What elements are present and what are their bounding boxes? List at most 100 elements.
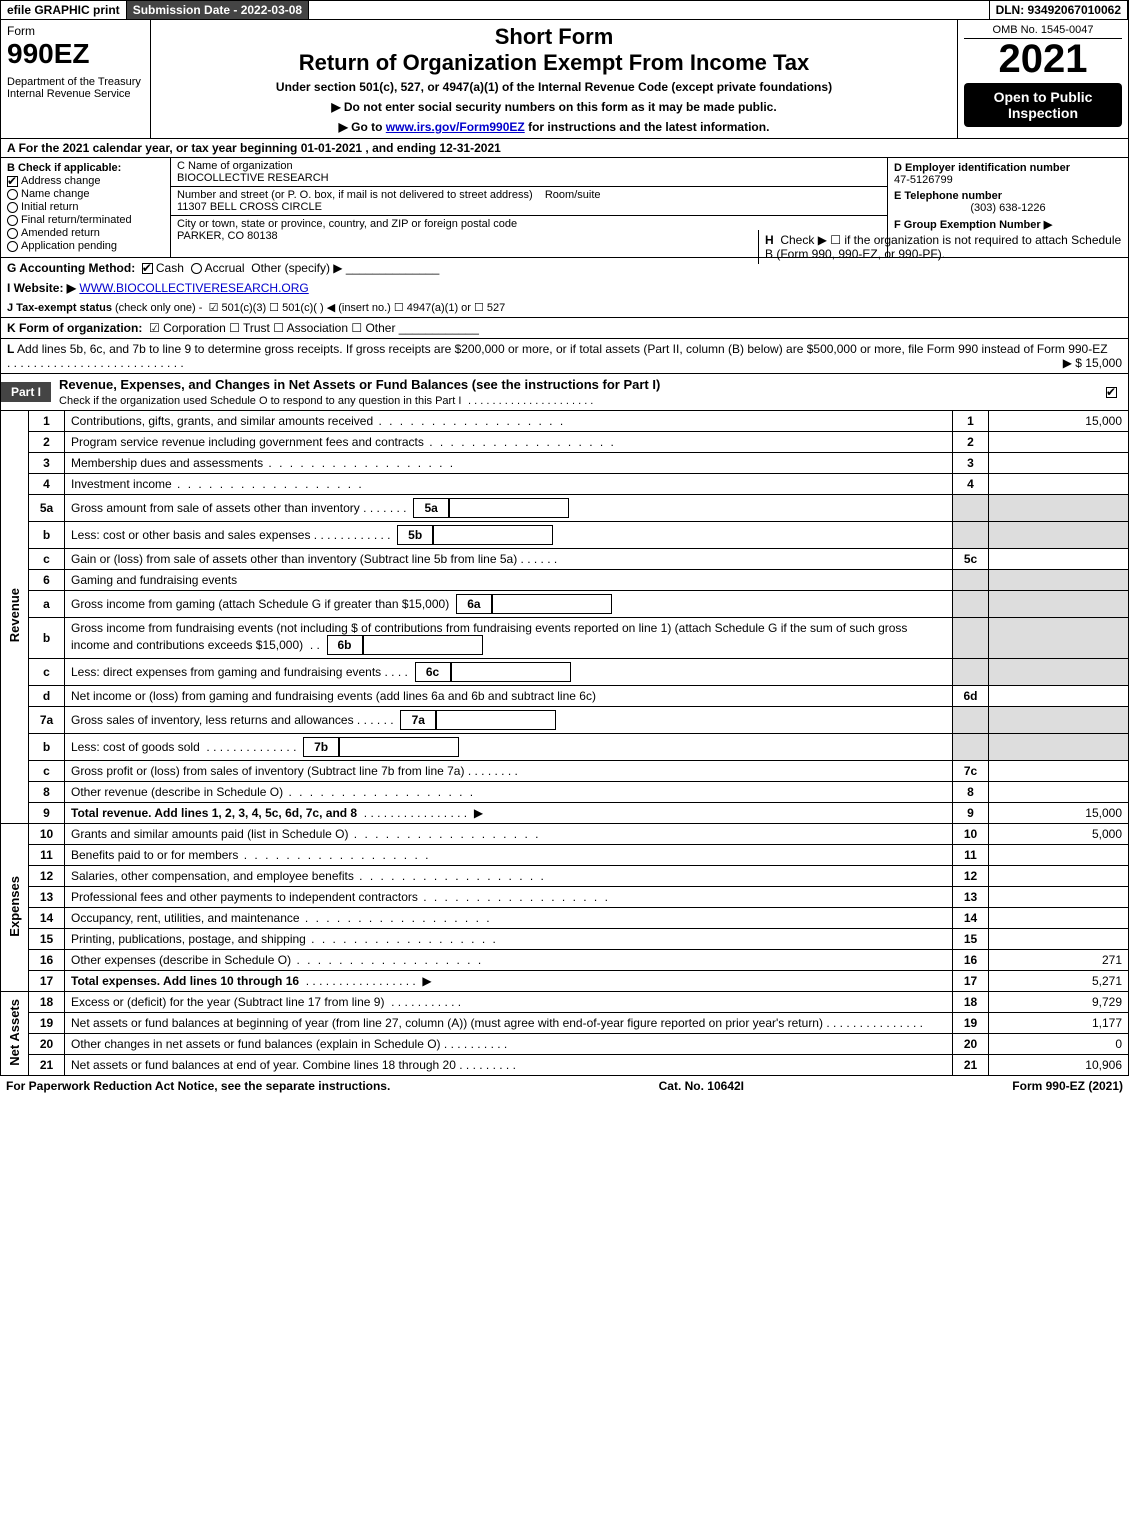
radio-icon bbox=[7, 228, 18, 239]
j-options: ☑ 501(c)(3) ☐ 501(c)( ) ◀ (insert no.) ☐… bbox=[209, 302, 506, 314]
arrow-icon: ▶ bbox=[422, 974, 431, 988]
org-name: BIOCOLLECTIVE RESEARCH bbox=[177, 172, 329, 184]
row-k: K Form of organization: ☑ Corporation ☐ … bbox=[0, 318, 1129, 339]
line-19: 19Net assets or fund balances at beginni… bbox=[1, 1013, 1129, 1034]
line-3: 3Membership dues and assessments3 bbox=[1, 453, 1129, 474]
line-6b: bGross income from fundraising events (n… bbox=[1, 618, 1129, 659]
header-left: Form 990EZ Department of the Treasury In… bbox=[1, 20, 151, 138]
org-street: 11307 BELL CROSS CIRCLE bbox=[177, 201, 322, 213]
line-18: Net Assets 18Excess or (deficit) for the… bbox=[1, 992, 1129, 1013]
radio-icon bbox=[7, 202, 18, 213]
footer-left: For Paperwork Reduction Act Notice, see … bbox=[6, 1079, 390, 1093]
part1-grid: Revenue 1 Contributions, gifts, grants, … bbox=[0, 411, 1129, 1076]
goto-post: for instructions and the latest informat… bbox=[525, 120, 770, 134]
arrow-icon: ▶ bbox=[474, 806, 483, 820]
form-header: Form 990EZ Department of the Treasury In… bbox=[0, 20, 1129, 139]
line-6: 6Gaming and fundraising events bbox=[1, 570, 1129, 591]
section-ghij: G Accounting Method: Cash Accrual Other … bbox=[0, 258, 1129, 318]
c-street-block: Number and street (or P. O. box, if mail… bbox=[171, 187, 887, 216]
line-4: 4Investment income4 bbox=[1, 474, 1129, 495]
dln: DLN: 93492067010062 bbox=[990, 1, 1128, 19]
k-options: ☑ Corporation ☐ Trust ☐ Association ☐ Ot… bbox=[149, 321, 395, 335]
short-form-title: Short Form bbox=[157, 24, 951, 50]
efile-label[interactable]: efile GRAPHIC print bbox=[1, 1, 127, 19]
radio-icon bbox=[7, 215, 18, 226]
header-right: OMB No. 1545-0047 2021 Open to Public In… bbox=[958, 20, 1128, 138]
revenue-sidebar: Revenue bbox=[1, 411, 29, 824]
f-label: F Group Exemption Number ▶ bbox=[894, 219, 1052, 231]
row-a: A For the 2021 calendar year, or tax yea… bbox=[0, 139, 1129, 158]
j-label: J Tax-exempt status bbox=[7, 302, 112, 314]
phone: (303) 638-1226 bbox=[894, 202, 1122, 214]
part1-header: Part I Revenue, Expenses, and Changes in… bbox=[0, 374, 1129, 411]
line-6d: dNet income or (loss) from gaming and fu… bbox=[1, 686, 1129, 707]
spacer bbox=[309, 1, 989, 19]
section-bcdef: B Check if applicable: Address change Na… bbox=[0, 158, 1129, 258]
chk-name-change[interactable]: Name change bbox=[7, 188, 164, 200]
part1-check-note: Check if the organization used Schedule … bbox=[59, 395, 461, 407]
line-12: 12Salaries, other compensation, and empl… bbox=[1, 866, 1129, 887]
l-label: L bbox=[7, 342, 14, 356]
radio-icon bbox=[7, 241, 18, 252]
line-17: 17Total expenses. Add lines 10 through 1… bbox=[1, 971, 1129, 992]
col-b: B Check if applicable: Address change Na… bbox=[1, 158, 171, 257]
line-1: Revenue 1 Contributions, gifts, grants, … bbox=[1, 411, 1129, 432]
c-city-block: City or town, state or province, country… bbox=[171, 216, 887, 244]
g-accrual[interactable]: Accrual bbox=[205, 261, 245, 275]
b-letter: B bbox=[7, 162, 15, 174]
g-other[interactable]: Other (specify) ▶ bbox=[251, 261, 342, 275]
chk-initial-return[interactable]: Initial return bbox=[7, 201, 164, 213]
line-6c: cLess: direct expenses from gaming and f… bbox=[1, 659, 1129, 686]
amt-9: 15,000 bbox=[989, 803, 1129, 824]
l-text: Add lines 5b, 6c, and 7b to line 9 to de… bbox=[17, 342, 1108, 356]
c-room-label: Room/suite bbox=[545, 189, 601, 201]
line-13: 13Professional fees and other payments t… bbox=[1, 887, 1129, 908]
j-suffix: (check only one) - bbox=[112, 302, 202, 314]
e-label: E Telephone number bbox=[894, 190, 1002, 202]
amt-20: 0 bbox=[989, 1034, 1129, 1055]
amt-16: 271 bbox=[989, 950, 1129, 971]
c-street-label: Number and street (or P. O. box, if mail… bbox=[177, 189, 533, 201]
footer-right: Form 990-EZ (2021) bbox=[1012, 1079, 1123, 1093]
line-11: 11Benefits paid to or for members11 bbox=[1, 845, 1129, 866]
col-c: C Name of organization BIOCOLLECTIVE RES… bbox=[171, 158, 888, 257]
department: Department of the Treasury Internal Reve… bbox=[7, 76, 144, 100]
ssn-note: ▶ Do not enter social security numbers o… bbox=[157, 100, 951, 114]
g-label: G Accounting Method: bbox=[7, 261, 135, 275]
submission-date: Submission Date - 2022-03-08 bbox=[127, 1, 309, 19]
checkbox-icon bbox=[142, 263, 153, 274]
line-14: 14Occupancy, rent, utilities, and mainte… bbox=[1, 908, 1129, 929]
part1-title: Revenue, Expenses, and Changes in Net As… bbox=[51, 374, 1098, 410]
goto-pre: ▶ Go to bbox=[339, 120, 386, 134]
ein: 47-5126799 bbox=[894, 174, 953, 186]
netassets-sidebar: Net Assets bbox=[1, 992, 29, 1076]
chk-final-return[interactable]: Final return/terminated bbox=[7, 214, 164, 226]
tax-year: 2021 bbox=[964, 39, 1122, 79]
header-center: Short Form Return of Organization Exempt… bbox=[151, 20, 958, 138]
return-title: Return of Organization Exempt From Incom… bbox=[157, 50, 951, 76]
line-8: 8Other revenue (describe in Schedule O)8 bbox=[1, 782, 1129, 803]
row-a-text: For the 2021 calendar year, or tax year … bbox=[19, 141, 501, 155]
part1-tab: Part I bbox=[1, 382, 51, 402]
amt-10: 5,000 bbox=[989, 824, 1129, 845]
line-5b: bLess: cost or other basis and sales exp… bbox=[1, 522, 1129, 549]
col-def: D Employer identification number47-51267… bbox=[888, 158, 1128, 257]
amt-18: 9,729 bbox=[989, 992, 1129, 1013]
goto-link[interactable]: www.irs.gov/Form990EZ bbox=[386, 120, 525, 134]
row-a-letter: A bbox=[7, 141, 15, 155]
org-city: PARKER, CO 80138 bbox=[177, 230, 278, 242]
chk-application-pending[interactable]: Application pending bbox=[7, 240, 164, 252]
line-9: 9Total revenue. Add lines 1, 2, 3, 4, 5c… bbox=[1, 803, 1129, 824]
row-i: I Website: ▶ WWW.BIOCOLLECTIVERESEARCH.O… bbox=[1, 278, 1128, 298]
website-link[interactable]: WWW.BIOCOLLECTIVERESEARCH.ORG bbox=[79, 281, 308, 295]
l-amount: 15,000 bbox=[1085, 356, 1122, 370]
line-15: 15Printing, publications, postage, and s… bbox=[1, 929, 1129, 950]
amt-19: 1,177 bbox=[989, 1013, 1129, 1034]
chk-address-change[interactable]: Address change bbox=[7, 175, 164, 187]
line-7b: bLess: cost of goods sold . . . . . . . … bbox=[1, 734, 1129, 761]
l-amount-wrap: ▶ $ 15,000 bbox=[1063, 356, 1122, 370]
part1-checkbox[interactable] bbox=[1098, 382, 1128, 402]
chk-amended-return[interactable]: Amended return bbox=[7, 227, 164, 239]
c-city-label: City or town, state or province, country… bbox=[177, 218, 517, 230]
g-cash[interactable]: Cash bbox=[156, 261, 184, 275]
